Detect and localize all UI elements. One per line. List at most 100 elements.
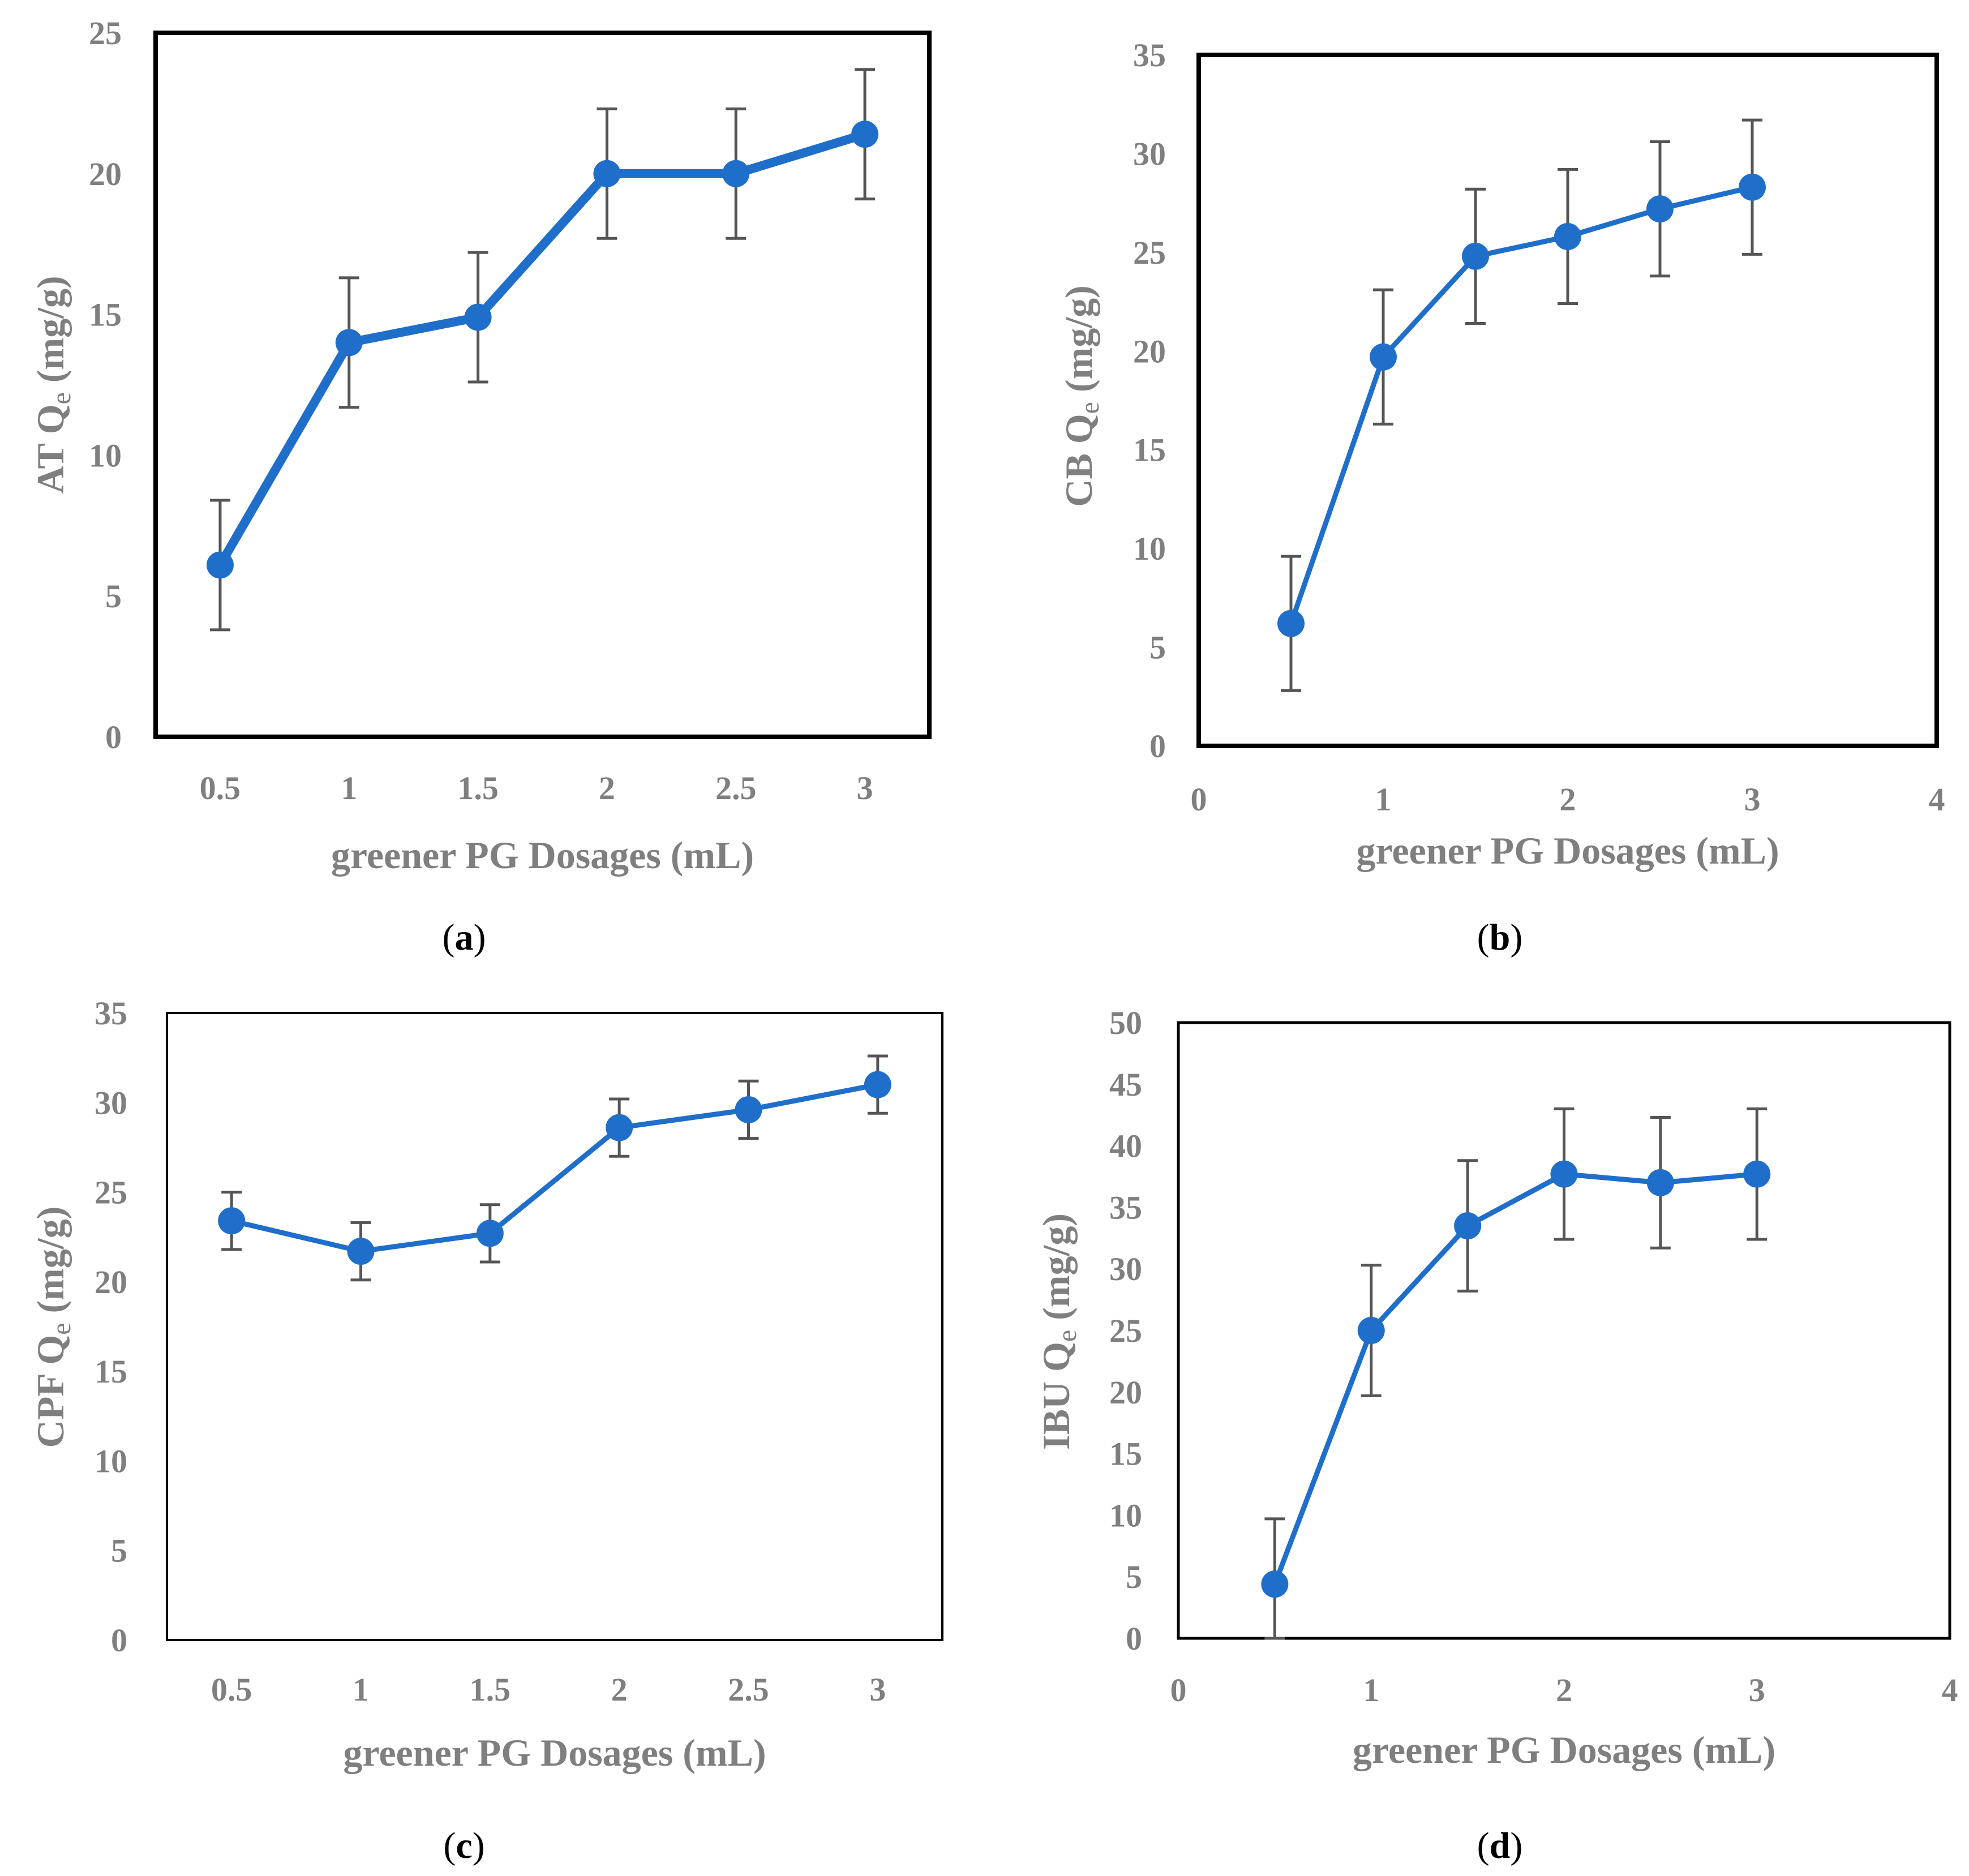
caption-open-paren: ( (1477, 917, 1490, 958)
y-axis-title-main: AT Q (29, 405, 72, 494)
data-point (1370, 343, 1397, 371)
caption-letter: b (1490, 917, 1511, 958)
caption-letter: c (456, 1825, 472, 1866)
caption-open-paren: ( (1477, 1825, 1490, 1866)
data-point (1261, 1570, 1289, 1598)
x-tick-label: 1 (1375, 781, 1392, 818)
x-tick-label: 0.5 (200, 770, 241, 806)
chart-panel-a: 0 5 10 15 20 25 0.5 1 1.5 2 2.5 3 greener PG Dosages… (29, 15, 932, 958)
y-tick-label: 5 (1126, 1559, 1142, 1595)
data-point (1739, 173, 1766, 201)
x-tick-label: 1 (1363, 1672, 1379, 1708)
panel-caption: (b) (1477, 917, 1523, 958)
y-axis-title-unit: (mg/g) (29, 276, 72, 392)
y-tick-label: 10 (1109, 1497, 1142, 1534)
x-axis-title: greener PG Dosages (mL) (1356, 829, 1779, 872)
chart-panel-c: 0 5 10 15 20 25 30 35 0.5 1 1.5 2 2.5 3 greener PG Dos… (29, 995, 943, 1866)
x-tick-label: 1 (341, 770, 357, 806)
series-line (229, 1082, 881, 1254)
data-point (851, 121, 879, 148)
plot-frame (1177, 1021, 1951, 1640)
data-point (347, 1238, 375, 1265)
x-tick-label: 0.5 (211, 1671, 252, 1708)
x-tick-label: 0 (1170, 1672, 1187, 1708)
x-tick-label: 2.5 (715, 770, 757, 806)
y-tick-label: 35 (1133, 37, 1166, 74)
y-tick-label: 10 (95, 1443, 127, 1479)
y-axis-title-subscript: e (1052, 1330, 1082, 1342)
y-tick-label: 30 (1109, 1251, 1142, 1287)
y-axis-title: CPF Qe (mg/g) (29, 1207, 76, 1448)
data-point (606, 1114, 633, 1141)
data-point (1277, 609, 1305, 637)
data-point (1550, 1160, 1578, 1188)
data-point (476, 1220, 504, 1247)
y-tick-label: 20 (95, 1264, 127, 1300)
panel-caption: (c) (443, 1825, 484, 1866)
caption-letter: a (455, 917, 474, 958)
y-tick-label: 50 (1109, 1004, 1142, 1041)
y-tick-label: 15 (95, 1353, 127, 1390)
series-line (1288, 184, 1755, 626)
data-point (1646, 195, 1674, 223)
caption-letter: d (1490, 1825, 1511, 1866)
x-tick-label: 4 (1929, 781, 1945, 818)
data-point (1554, 222, 1581, 250)
panel-caption: (a) (443, 917, 486, 958)
caption-close-paren: ) (473, 1825, 485, 1866)
y-axis-title-subscript: e (1075, 402, 1105, 414)
x-tick-label: 2 (1560, 781, 1576, 818)
y-tick-label: 10 (1133, 530, 1166, 567)
x-axis-title: greener PG Dosages (mL) (331, 834, 754, 877)
y-tick-label: 0 (111, 1622, 127, 1659)
x-tick-label: 2 (611, 1671, 628, 1708)
y-tick-label: 25 (1133, 234, 1166, 271)
caption-close-paren: ) (1510, 1825, 1522, 1866)
y-tick-label: 0 (1126, 1620, 1142, 1657)
plot-frame (1196, 53, 1939, 748)
y-tick-label: 45 (1109, 1066, 1142, 1103)
panel-caption: (d) (1477, 1825, 1523, 1866)
y-tick-label: 20 (1133, 333, 1166, 370)
data-point (1462, 242, 1489, 270)
data-point (335, 329, 363, 357)
x-tick-label: 1.5 (457, 770, 499, 806)
y-tick-label: 5 (1149, 629, 1166, 666)
y-tick-label: 35 (95, 995, 127, 1032)
y-axis-title-unit: (mg/g) (1035, 1213, 1078, 1330)
y-tick-label: 25 (89, 15, 122, 51)
caption-open-paren: ( (443, 1825, 456, 1866)
data-point (218, 1207, 246, 1235)
y-axis-title-subscript: e (46, 392, 76, 404)
y-tick-label: 40 (1109, 1128, 1142, 1165)
data-point (1646, 1169, 1674, 1196)
y-axis-title: CB Qe (mg/g) (1057, 285, 1105, 507)
y-tick-label: 10 (89, 437, 122, 474)
data-point (1357, 1317, 1385, 1344)
plot-frame (166, 1012, 943, 1641)
data-point (593, 160, 621, 187)
x-tick-label: 3 (1744, 781, 1761, 818)
y-tick-label: 0 (1149, 728, 1166, 765)
data-point (735, 1096, 762, 1123)
y-axis-title-main: IBU Q (1035, 1342, 1078, 1450)
y-tick-label: 25 (95, 1174, 127, 1211)
y-tick-label: 15 (1133, 432, 1166, 469)
y-tick-label: 0 (105, 719, 122, 755)
x-tick-label: 1.5 (470, 1671, 511, 1708)
x-tick-label: 3 (1749, 1672, 1765, 1708)
y-tick-label: 30 (95, 1084, 127, 1121)
y-tick-label: 35 (1109, 1189, 1142, 1226)
y-axis-title-subscript: e (46, 1323, 76, 1334)
x-tick-label: 2 (1556, 1672, 1572, 1708)
x-tick-label: 2.5 (728, 1671, 769, 1708)
y-tick-label: 15 (89, 297, 122, 333)
caption-close-paren: ) (1510, 917, 1522, 958)
y-axis-title-unit: (mg/g) (29, 1207, 72, 1323)
y-tick-label: 15 (1109, 1436, 1142, 1473)
y-axis-title-unit: (mg/g) (1057, 285, 1100, 402)
data-point (1743, 1160, 1771, 1188)
y-tick-label: 30 (1133, 135, 1166, 172)
x-tick-label: 1 (353, 1671, 369, 1708)
